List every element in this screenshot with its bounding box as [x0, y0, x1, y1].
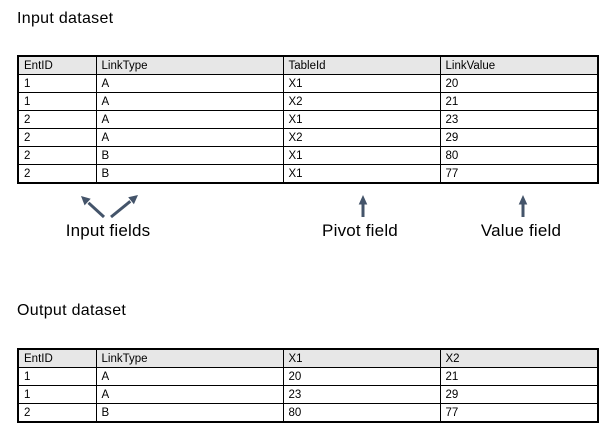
table-row: 2 A X1 23 — [17, 110, 599, 129]
table-row: 1 A 20 21 — [17, 367, 599, 386]
column-header-entid: EntID — [17, 348, 97, 368]
table-cell: 23 — [282, 385, 441, 404]
table-cell: A — [95, 92, 284, 111]
table-cell: B — [95, 164, 284, 184]
table-cell: 2 — [17, 146, 97, 165]
table-row: 2 B X1 80 — [17, 146, 599, 165]
table-cell: A — [95, 385, 284, 404]
input-table-header-row: EntID LinkType TableId LinkValue — [17, 55, 599, 75]
table-cell: 29 — [439, 385, 599, 404]
table-cell: X2 — [282, 92, 441, 111]
up-left-arrow-icon — [81, 196, 106, 219]
table-row: 2 A X2 29 — [17, 128, 599, 147]
output-dataset-table: EntID LinkType X1 X2 1 A 20 21 1 A 23 29… — [17, 348, 599, 423]
table-row: 2 B 80 77 — [17, 403, 599, 423]
input-dataset-title: Input dataset — [17, 10, 114, 27]
table-cell: A — [95, 110, 284, 129]
table-cell: X2 — [282, 128, 441, 147]
table-cell: B — [95, 146, 284, 165]
column-header-x1: X1 — [282, 348, 441, 368]
table-cell: 20 — [282, 367, 441, 386]
pivot-field-label: Pivot field — [322, 221, 398, 240]
annotation-arrows — [81, 195, 528, 219]
column-header-tableid: TableId — [282, 55, 441, 75]
table-cell: 2 — [17, 128, 97, 147]
table-cell: 1 — [17, 92, 97, 111]
table-cell: 29 — [439, 128, 599, 147]
column-header-entid: EntID — [17, 55, 97, 75]
output-table-header-row: EntID LinkType X1 X2 — [17, 348, 599, 368]
table-cell: X1 — [282, 74, 441, 93]
table-cell: 23 — [439, 110, 599, 129]
table-cell: 1 — [17, 367, 97, 386]
column-header-x2: X2 — [439, 348, 599, 368]
table-cell: 77 — [439, 403, 599, 423]
up-arrow-value-icon — [518, 195, 528, 217]
table-cell: 21 — [439, 367, 599, 386]
table-cell: A — [95, 367, 284, 386]
table-cell: B — [95, 403, 284, 423]
table-cell: 80 — [439, 146, 599, 165]
table-cell: 80 — [282, 403, 441, 423]
table-cell: A — [95, 74, 284, 93]
table-cell: X1 — [282, 110, 441, 129]
table-cell: 2 — [17, 403, 97, 423]
table-cell: 1 — [17, 74, 97, 93]
up-right-arrow-icon — [110, 195, 138, 219]
column-header-linkvalue: LinkValue — [439, 55, 599, 75]
table-row: 1 A X2 21 — [17, 92, 599, 111]
table-row: 1 A 23 29 — [17, 385, 599, 404]
up-arrow-pivot-icon — [358, 195, 368, 217]
value-field-label: Value field — [480, 221, 562, 240]
table-row: 1 A X1 20 — [17, 74, 599, 93]
table-cell: 21 — [439, 92, 599, 111]
column-header-linktype: LinkType — [95, 348, 284, 368]
table-cell: 77 — [439, 164, 599, 184]
table-cell: X1 — [282, 146, 441, 165]
table-cell: X1 — [282, 164, 441, 184]
table-row: 2 B X1 77 — [17, 164, 599, 184]
table-cell: 1 — [17, 385, 97, 404]
output-dataset-title: Output dataset — [17, 302, 127, 319]
table-cell: 2 — [17, 110, 97, 129]
column-header-linktype: LinkType — [95, 55, 284, 75]
table-cell: A — [95, 128, 284, 147]
input-dataset-table: EntID LinkType TableId LinkValue 1 A X1 … — [17, 55, 599, 184]
table-cell: 20 — [439, 74, 599, 93]
input-fields-label: Input fields — [65, 221, 151, 240]
table-cell: 2 — [17, 164, 97, 184]
